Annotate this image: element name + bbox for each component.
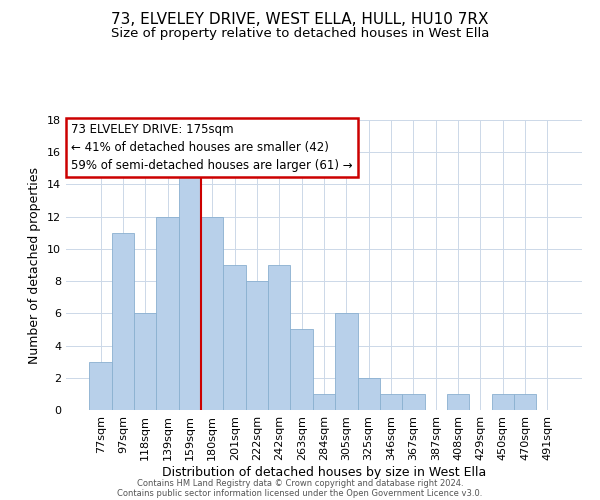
Text: Contains HM Land Registry data © Crown copyright and database right 2024.: Contains HM Land Registry data © Crown c… (137, 478, 463, 488)
Text: 73 ELVELEY DRIVE: 175sqm
← 41% of detached houses are smaller (42)
59% of semi-d: 73 ELVELEY DRIVE: 175sqm ← 41% of detach… (71, 123, 353, 172)
Bar (112, 233, 134, 410)
Bar (89, 362, 112, 410)
Bar (246, 281, 268, 410)
Bar (447, 394, 469, 410)
Bar (134, 314, 157, 410)
Bar (313, 394, 335, 410)
Bar (268, 265, 290, 410)
Bar (157, 216, 179, 410)
Bar (491, 394, 514, 410)
Bar (380, 394, 402, 410)
Text: 73, ELVELEY DRIVE, WEST ELLA, HULL, HU10 7RX: 73, ELVELEY DRIVE, WEST ELLA, HULL, HU10… (111, 12, 489, 28)
Bar (290, 330, 313, 410)
Bar (179, 168, 201, 410)
X-axis label: Distribution of detached houses by size in West Ella: Distribution of detached houses by size … (162, 466, 486, 478)
Text: Contains public sector information licensed under the Open Government Licence v3: Contains public sector information licen… (118, 488, 482, 498)
Bar (335, 314, 358, 410)
Bar (514, 394, 536, 410)
Bar (201, 216, 223, 410)
Bar (402, 394, 425, 410)
Text: Size of property relative to detached houses in West Ella: Size of property relative to detached ho… (111, 28, 489, 40)
Bar (223, 265, 246, 410)
Bar (358, 378, 380, 410)
Y-axis label: Number of detached properties: Number of detached properties (28, 166, 41, 364)
